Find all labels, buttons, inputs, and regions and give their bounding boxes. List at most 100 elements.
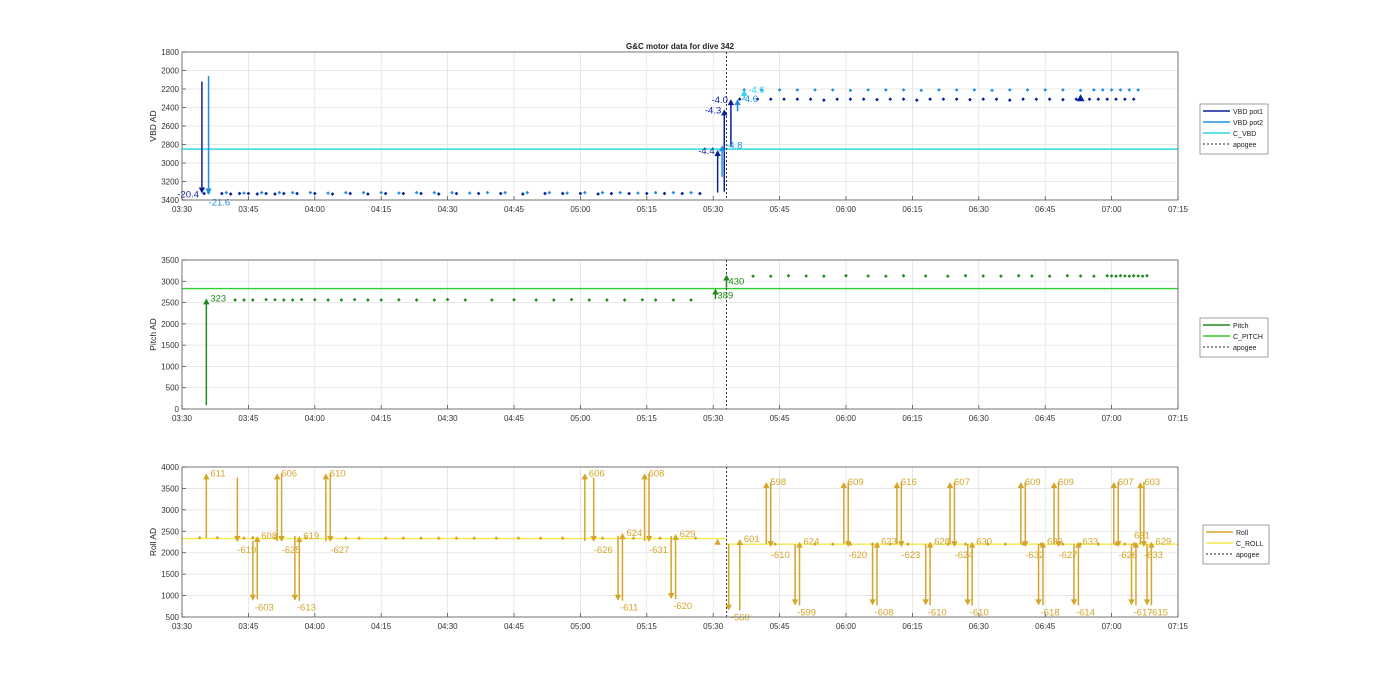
data-point [658, 536, 662, 540]
arrow-head [1050, 482, 1058, 488]
x-tick-label: 05:15 [637, 414, 658, 423]
data-point [627, 191, 631, 196]
data-point [467, 191, 472, 195]
data-point [525, 190, 530, 195]
arrow-label: -603 [255, 603, 274, 614]
y-tick-label: 500 [166, 613, 180, 622]
arrow-label: 610 [330, 468, 346, 479]
arrow-head [1110, 482, 1118, 488]
arrow-label: -4.8 [726, 140, 742, 151]
arrow-head [922, 599, 929, 606]
data-point [671, 298, 676, 302]
data-point [622, 298, 627, 302]
data-point [1145, 273, 1149, 278]
data-point [653, 298, 658, 302]
arrow-label: 323 [210, 293, 226, 304]
data-point [985, 542, 990, 546]
arrow-head [840, 482, 847, 488]
figure-title: G&C motor data for dive 342 [626, 42, 735, 51]
arrow-head [672, 533, 679, 540]
arrow-head [736, 539, 743, 545]
data-point [273, 297, 277, 302]
arrow-head [740, 89, 748, 96]
arrow-head [1075, 541, 1082, 548]
x-tick-label: 06:30 [969, 414, 990, 423]
arrow-head [614, 594, 622, 601]
data-point [237, 191, 242, 196]
legend-label: apogee [1233, 142, 1256, 149]
arrow-head [234, 536, 241, 542]
arrow-label: 601 [744, 534, 760, 545]
data-point [202, 191, 206, 196]
arrow-head [767, 541, 774, 548]
y-axis-label: VBD AD [148, 110, 158, 141]
x-tick-label: 06:15 [902, 205, 923, 214]
y-tick-label: 2200 [161, 85, 179, 94]
y-tick-label: 3200 [161, 178, 179, 187]
legend-label: C_ROLL [1236, 541, 1263, 548]
data-point [255, 192, 260, 196]
data-point [587, 298, 592, 302]
arrow-head [249, 594, 257, 601]
x-tick-label: 06:00 [836, 414, 857, 423]
arrow-label: 623 [881, 537, 897, 548]
data-point [512, 297, 516, 302]
data-point [804, 274, 808, 278]
data-point [875, 97, 879, 102]
legend-box [1199, 103, 1269, 155]
data-point [343, 536, 348, 540]
legend-label: C_PITCH [1233, 334, 1263, 341]
arrow-label: 629 [1155, 537, 1171, 548]
data-point [972, 88, 977, 92]
data-point [312, 191, 317, 196]
arrow-head [322, 473, 330, 480]
legend-label: Roll [1236, 530, 1249, 537]
arrow-head [926, 541, 934, 548]
arrow-head [1137, 482, 1144, 488]
arrow-label: 607 [954, 477, 970, 488]
data-point [259, 190, 264, 195]
data-point [401, 191, 406, 196]
y-axis-label: Roll AD [148, 528, 158, 556]
data-point [485, 190, 490, 195]
arrow-head [946, 482, 954, 488]
arrow-head [296, 536, 303, 542]
arrow-head [278, 536, 285, 542]
data-point [923, 274, 928, 278]
arrow-head [1070, 599, 1078, 606]
data-point [366, 298, 370, 302]
y-tick-label: 2000 [161, 320, 179, 329]
arrow-label: 603 [1144, 477, 1160, 488]
arrow-head [796, 541, 803, 548]
data-point [233, 298, 237, 302]
arrow-label: 609 [1058, 477, 1074, 488]
x-tick-label: 06:30 [969, 205, 990, 214]
arrow-head [791, 599, 799, 606]
data-point [1123, 542, 1127, 546]
arrow-head [667, 593, 675, 599]
arrow-label: -4.3 [705, 105, 721, 116]
arrow-head [645, 536, 653, 542]
data-point [1127, 274, 1132, 279]
arrow-label: 430 [728, 276, 744, 287]
y-tick-label: 1800 [161, 48, 179, 57]
y-tick-label: 3000 [161, 277, 179, 286]
arrow-label: -610 [970, 607, 989, 618]
arrow-head [869, 599, 876, 606]
arrow-label: -633 [1144, 550, 1163, 561]
arrow-label: -619 [237, 545, 256, 556]
x-tick-label: 05:45 [770, 205, 791, 214]
arrow-label: 630 [976, 537, 992, 548]
data-point [644, 191, 649, 196]
x-tick-label: 06:45 [1035, 414, 1056, 423]
data-point [534, 298, 538, 302]
x-tick-label: 03:30 [172, 205, 193, 214]
y-tick-label: 3500 [161, 484, 179, 493]
x-tick-label: 07:15 [1168, 205, 1189, 214]
y-tick-label: 2000 [161, 67, 179, 76]
data-point [605, 298, 609, 302]
arrow-label: -626 [594, 545, 613, 556]
data-point [901, 97, 906, 102]
